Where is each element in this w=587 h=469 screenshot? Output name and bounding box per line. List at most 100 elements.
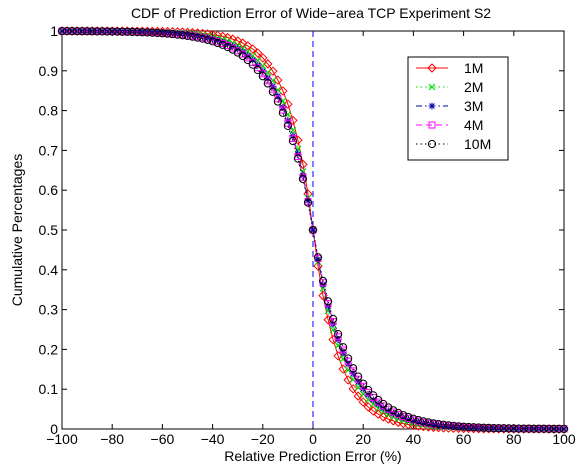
y-tick-label: 0.8 (39, 103, 59, 119)
data-point-10M (213, 38, 222, 48)
y-tick-label: 0.6 (39, 182, 59, 198)
data-point-10M (273, 97, 282, 106)
data-point-3M (244, 52, 252, 60)
data-point-10M (148, 28, 157, 37)
data-point-10M (303, 198, 313, 207)
data-point-10M (559, 424, 569, 433)
data-point-10M (263, 79, 272, 88)
data-point-4M (555, 425, 563, 433)
data-point-1M (358, 397, 368, 407)
data-point-1M (258, 53, 268, 63)
data-point-10M (57, 27, 67, 36)
data-point-1M (383, 414, 394, 424)
data-point-3M (490, 424, 498, 432)
data-point-3M (409, 417, 417, 425)
legend-label-1M: 1M (464, 60, 483, 76)
legend-label-3M: 3M (464, 98, 483, 114)
data-point-10M (354, 372, 363, 381)
data-point-10M (88, 27, 97, 36)
data-point-1M (368, 406, 378, 416)
data-point-3M (209, 35, 217, 43)
data-point-10M (429, 419, 438, 428)
data-point-3M (404, 415, 412, 423)
x-tick-label: 20 (355, 431, 371, 447)
data-point-1M (293, 135, 303, 145)
y-tick-label: 0.4 (39, 262, 59, 278)
data-point-10M (67, 27, 77, 36)
data-point-3M (219, 38, 227, 46)
data-point-3M (450, 423, 458, 431)
data-point-10M (123, 27, 132, 36)
data-point-10M (188, 32, 197, 41)
data-point-1M (328, 334, 338, 345)
data-point-4M (103, 27, 111, 35)
data-point-3M (540, 425, 548, 433)
x-tick-label: −100 (46, 431, 78, 447)
data-point-10M (514, 424, 523, 433)
data-point-10M (108, 27, 117, 36)
data-point-10M (489, 423, 498, 433)
data-point-10M (464, 422, 473, 432)
data-point-10M (203, 35, 212, 44)
data-point-3M (294, 150, 302, 158)
data-point-3M (254, 61, 262, 69)
data-point-10M (98, 27, 107, 36)
legend-marker-3M (428, 102, 436, 110)
data-point-10M (93, 27, 102, 36)
data-point-2M (294, 145, 302, 153)
axis-ticks: −100 −80 −60 −40 −20 0 20 40 60 80 100 0 0.1 0.2 0.3 0.… (39, 23, 576, 447)
data-point-10M (469, 423, 478, 432)
x-tick-label: 0 (309, 431, 317, 447)
data-point-10M (308, 225, 318, 235)
data-point-10M (359, 379, 368, 388)
data-point-10M (409, 414, 418, 423)
data-point-10M (168, 30, 177, 39)
data-point-4M (309, 226, 317, 234)
data-point-3M (470, 424, 478, 432)
data-point-1M (243, 41, 253, 51)
data-point-10M (158, 29, 167, 38)
data-point-10M (128, 27, 137, 37)
data-point-10M (509, 424, 518, 433)
data-point-3M (424, 420, 432, 428)
data-point-10M (404, 412, 413, 422)
data-point-10M (258, 72, 267, 81)
x-tick-label: −80 (100, 431, 124, 447)
data-point-10M (424, 418, 433, 427)
data-point-1M (248, 44, 258, 54)
data-point-10M (133, 28, 142, 37)
data-point-10M (389, 406, 398, 415)
data-point-3M (399, 414, 407, 422)
data-point-10M (153, 28, 162, 38)
data-point-10M (143, 28, 152, 37)
x-axis-label: Relative Prediction Error (%) (224, 448, 401, 464)
legend-label-2M: 2M (464, 79, 483, 95)
data-point-10M (434, 419, 443, 429)
data-point-3M (189, 31, 197, 39)
data-point-10M (349, 364, 358, 373)
data-point-10M (439, 420, 448, 429)
data-point-10M (253, 65, 262, 75)
data-point-3M (199, 33, 207, 41)
data-point-3M (194, 32, 202, 40)
data-point-10M (173, 30, 182, 39)
series-10M (57, 27, 569, 433)
legend-label-4M: 4M (464, 117, 483, 133)
data-point-1M (278, 86, 288, 96)
data-point-1M (378, 412, 388, 422)
data-point-10M (113, 27, 122, 36)
data-point-10M (484, 423, 493, 432)
y-tick-label: 0.5 (39, 222, 59, 238)
data-point-10M (288, 136, 298, 146)
data-point-10M (549, 424, 559, 433)
y-tick-label: 0.9 (39, 63, 59, 79)
data-point-10M (444, 421, 453, 430)
y-tick-label: 1 (50, 23, 58, 39)
data-point-10M (238, 51, 247, 61)
data-point-3M (520, 425, 528, 433)
x-tick-label: 80 (506, 431, 522, 447)
data-point-10M (328, 314, 338, 324)
data-point-10M (283, 121, 292, 130)
data-point-1M (353, 391, 363, 401)
